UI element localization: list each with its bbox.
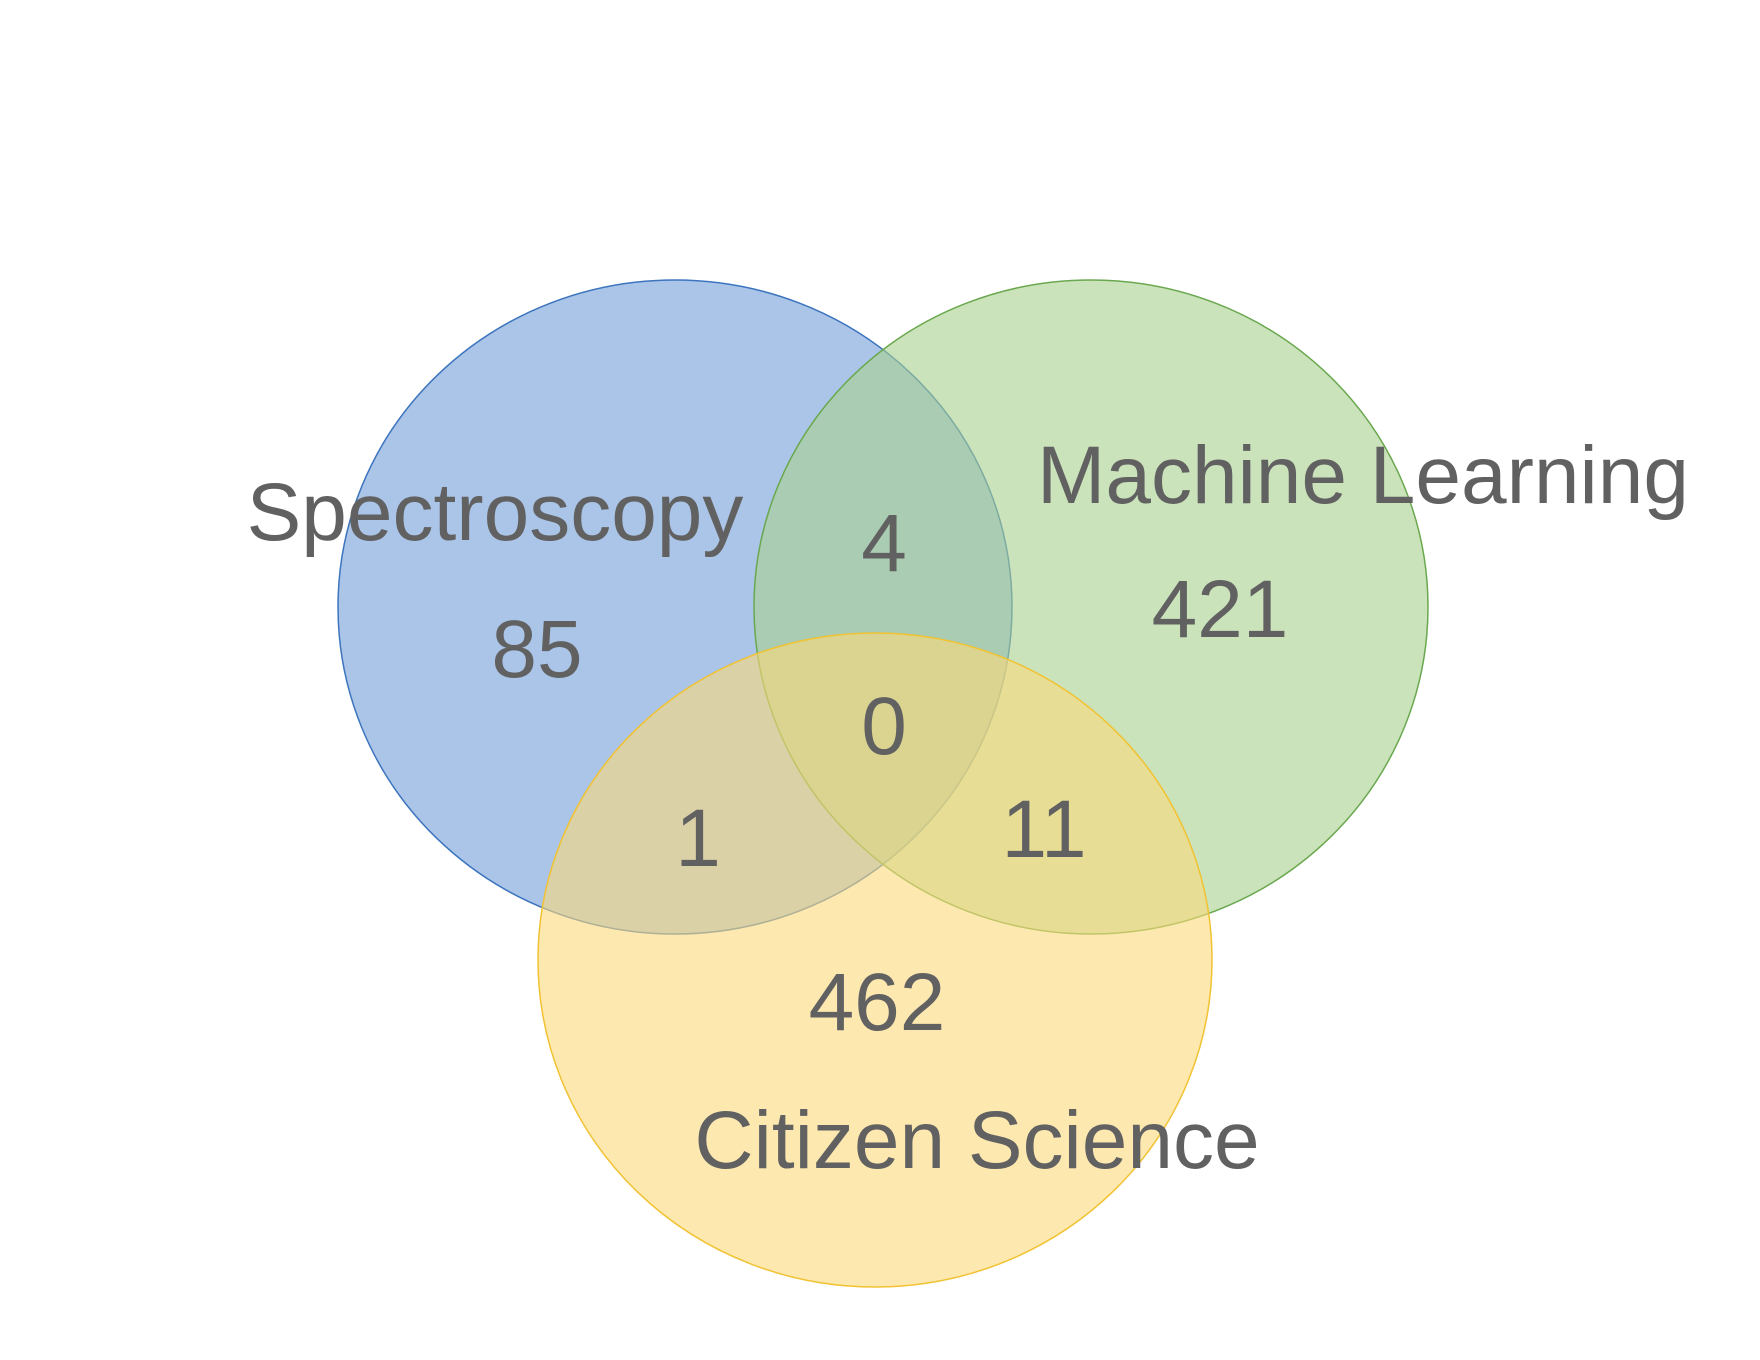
machine-learning-label: Machine Learning (1037, 430, 1689, 521)
region-counts: 85 421 462 4 1 11 0 (491, 498, 1288, 1048)
set-labels: Spectroscopy Machine Learning Citizen Sc… (247, 430, 1689, 1186)
citizen-science-label: Citizen Science (694, 1095, 1259, 1186)
citizen-science-circle (537, 632, 1213, 1288)
spectroscopy-only-count: 85 (491, 604, 582, 695)
spectroscopy-machine-learning-count: 4 (861, 498, 907, 589)
spectroscopy-label: Spectroscopy (247, 467, 744, 558)
set-circles (337, 279, 1429, 1288)
citizen-science-only-count: 462 (809, 957, 946, 1048)
spectroscopy-citizen-science-count: 1 (675, 793, 721, 884)
machine-learning-citizen-science-count: 11 (1001, 784, 1086, 875)
machine-learning-only-count: 421 (1152, 564, 1289, 655)
all-three-count: 0 (861, 681, 907, 772)
